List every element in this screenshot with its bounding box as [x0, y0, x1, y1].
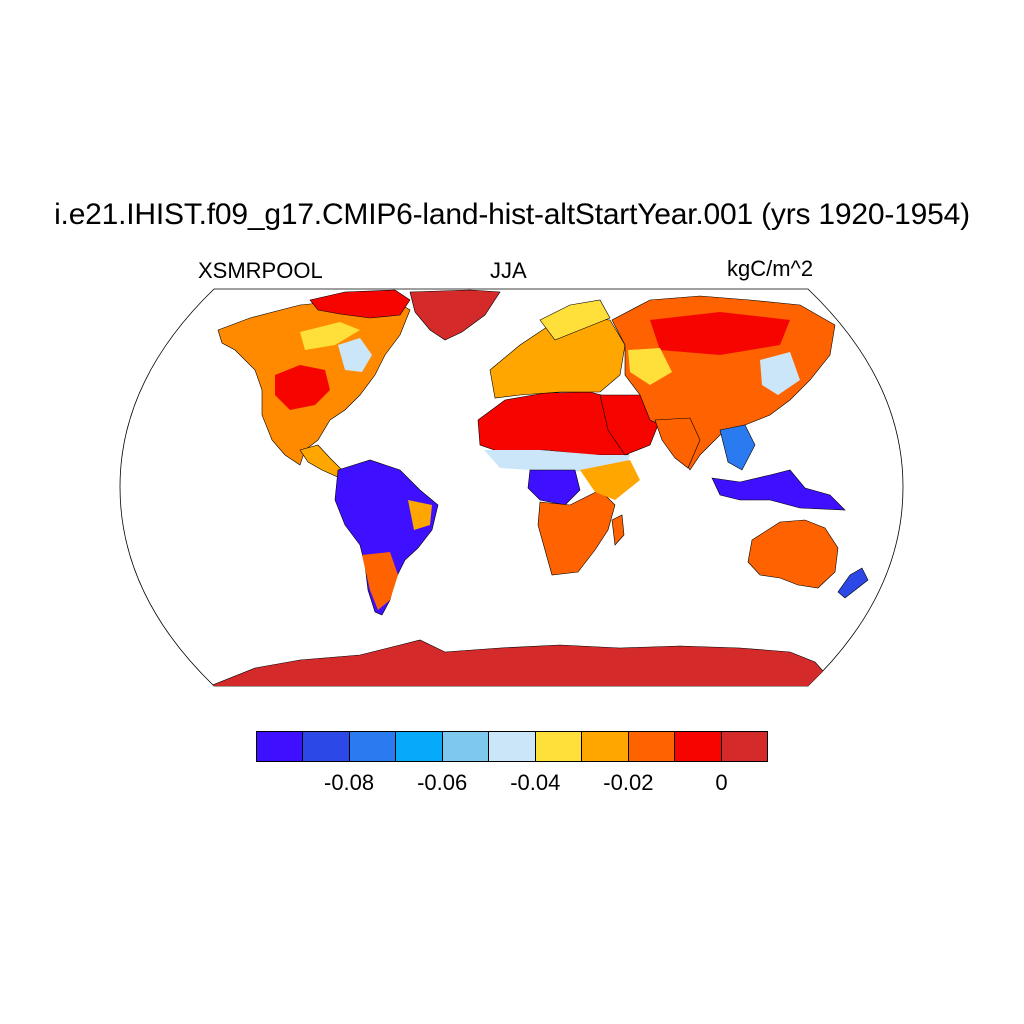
- sahel-region: [484, 450, 630, 472]
- colorbar-tick-label: -0.04: [510, 770, 561, 795]
- units-label: kgC/m^2: [727, 256, 814, 281]
- colorbar-swatch: [721, 732, 767, 761]
- colorbar-swatch: [675, 732, 722, 761]
- colorbar-swatch: [582, 732, 629, 761]
- central-asia-yellow-region: [628, 348, 672, 385]
- colorbar-swatch: [442, 732, 490, 761]
- madagascar-region: [611, 514, 625, 546]
- colorbar-swatch: [489, 732, 536, 761]
- colorbar-tick-label: -0.06: [417, 770, 468, 795]
- greenland-region: [409, 289, 501, 341]
- canada-pale-region: [338, 338, 372, 372]
- brazil-east-region: [408, 500, 432, 530]
- east-asia-pale-region: [760, 352, 800, 395]
- canada-yellow-region: [300, 322, 360, 350]
- colorbar-swatch: [303, 732, 350, 761]
- arctic-islands-region: [309, 289, 411, 319]
- colorbar-swatch: [349, 732, 397, 761]
- season-label: JJA: [490, 258, 527, 283]
- australia-region: [747, 519, 839, 589]
- north-america-hot-region: [275, 365, 330, 410]
- variable-label: XSMRPOOL: [198, 258, 323, 283]
- colorbar-swatch: [535, 732, 583, 761]
- india-region: [654, 417, 701, 469]
- colorbar-tick-label: -0.08: [324, 770, 375, 795]
- europe-region: [489, 317, 626, 399]
- siberia-hot-region: [650, 312, 790, 355]
- colorbar-tick-label: 0: [715, 770, 728, 795]
- colorbar-swatch: [396, 732, 443, 761]
- colorbar: [256, 731, 768, 762]
- scandinavia-region: [539, 299, 611, 341]
- southern-africa-region: [537, 489, 616, 576]
- new-zealand-region: [837, 567, 869, 599]
- east-africa-region: [580, 460, 640, 500]
- colorbar-swatch: [257, 732, 304, 761]
- colorbar-tick-label: -0.02: [603, 770, 654, 795]
- southern-south-america-region: [362, 552, 398, 610]
- map-title: i.e21.IHIST.f09_g17.CMIP6-land-hist-altS…: [54, 198, 970, 231]
- colorbar-swatch: [628, 732, 676, 761]
- southeast-asia-region: [719, 424, 756, 471]
- indonesia-region: [711, 469, 846, 511]
